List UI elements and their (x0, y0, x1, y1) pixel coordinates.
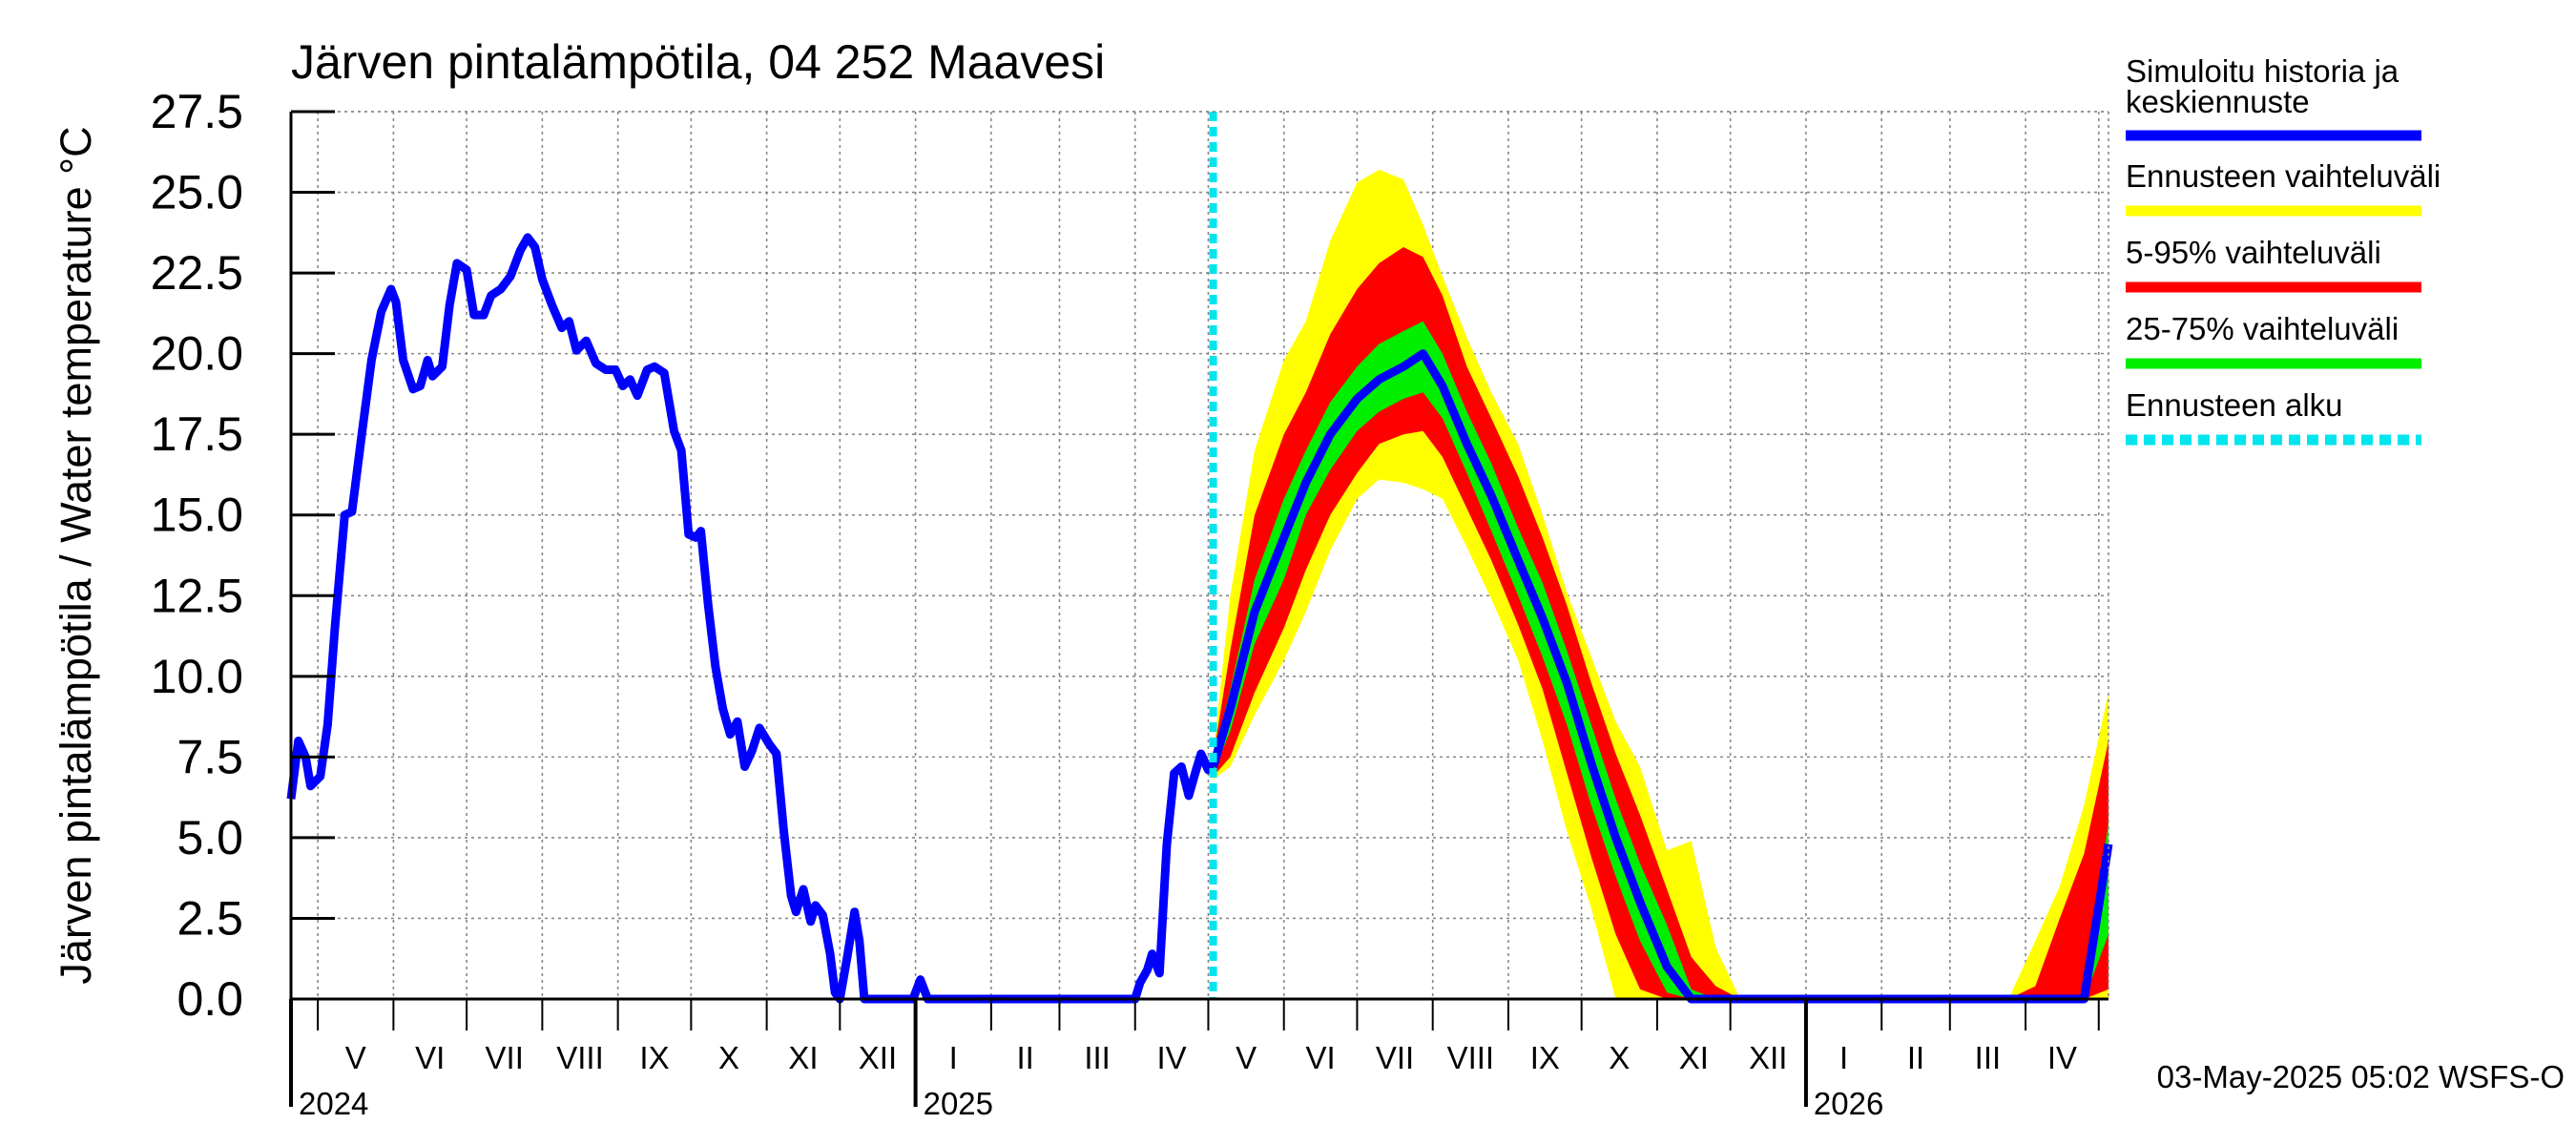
month-label: X (1609, 1040, 1630, 1075)
y-tick-label: 10.0 (151, 650, 243, 703)
year-label: 2025 (924, 1086, 993, 1121)
month-label: VII (1376, 1040, 1414, 1075)
plot-area (291, 112, 2109, 999)
footer-timestamp: 03-May-2025 05:02 WSFS-O (2157, 1059, 2565, 1094)
month-label: V (1236, 1040, 1257, 1075)
y-tick-label: 27.5 (151, 85, 243, 138)
legend-label: 25-75% vaihteluväli (2126, 311, 2399, 346)
month-label: XII (859, 1040, 897, 1075)
month-label: VII (486, 1040, 524, 1075)
month-label: VIII (556, 1040, 604, 1075)
chart-title: Järven pintalämpötila, 04 252 Maavesi (291, 35, 1105, 89)
month-label: VI (415, 1040, 445, 1075)
month-label: XI (788, 1040, 818, 1075)
month-label: III (1975, 1040, 2002, 1075)
y-tick-label: 7.5 (177, 730, 243, 783)
month-label: V (345, 1040, 366, 1075)
month-label: XI (1679, 1040, 1709, 1075)
legend-label: keskiennuste (2126, 84, 2310, 119)
legend-label: Ennusteen alku (2126, 387, 2343, 423)
year-label: 2024 (299, 1086, 368, 1121)
legend-label: Simuloitu historia ja (2126, 53, 2399, 89)
month-label: VI (1305, 1040, 1335, 1075)
month-label: IX (639, 1040, 669, 1075)
y-axis-label: Järven pintalämpötila / Water temperatur… (52, 126, 100, 984)
month-label: X (718, 1040, 739, 1075)
y-tick-label: 12.5 (151, 569, 243, 622)
y-tick-label: 5.0 (177, 811, 243, 864)
month-label: II (1907, 1040, 1924, 1075)
month-label: IV (2047, 1040, 2077, 1075)
month-label: VIII (1447, 1040, 1495, 1075)
band-5-95 (1213, 247, 2109, 999)
month-label: I (1839, 1040, 1848, 1075)
month-label: II (1016, 1040, 1033, 1075)
year-label: 2026 (1814, 1086, 1883, 1121)
y-tick-label: 2.5 (177, 891, 243, 945)
y-ticks: 0.0 2.5 5.0 7.5 10.0 12.5 15.0 17.5 20.0 22.5 25.0… (151, 85, 335, 1026)
x-axis: V VI VII VIII IX X XI XII I II III IV V VI VII VIII IX X X… (289, 999, 2100, 1121)
y-tick-label: 22.5 (151, 246, 243, 300)
y-tick-label: 20.0 (151, 327, 243, 381)
y-tick-label: 15.0 (151, 489, 243, 542)
month-label: I (949, 1040, 958, 1075)
month-label: IV (1157, 1040, 1187, 1075)
legend-label: Ennusteen vaihteluväli (2126, 158, 2441, 194)
grid (291, 111, 2109, 1000)
month-label: XII (1749, 1040, 1787, 1075)
y-tick-label: 25.0 (151, 166, 243, 219)
y-tick-label: 17.5 (151, 407, 243, 461)
month-label: IX (1530, 1040, 1560, 1075)
y-tick-label: 0.0 (177, 972, 243, 1026)
legend-label: 5-95% vaihteluväli (2126, 235, 2381, 270)
month-label: III (1084, 1040, 1111, 1075)
